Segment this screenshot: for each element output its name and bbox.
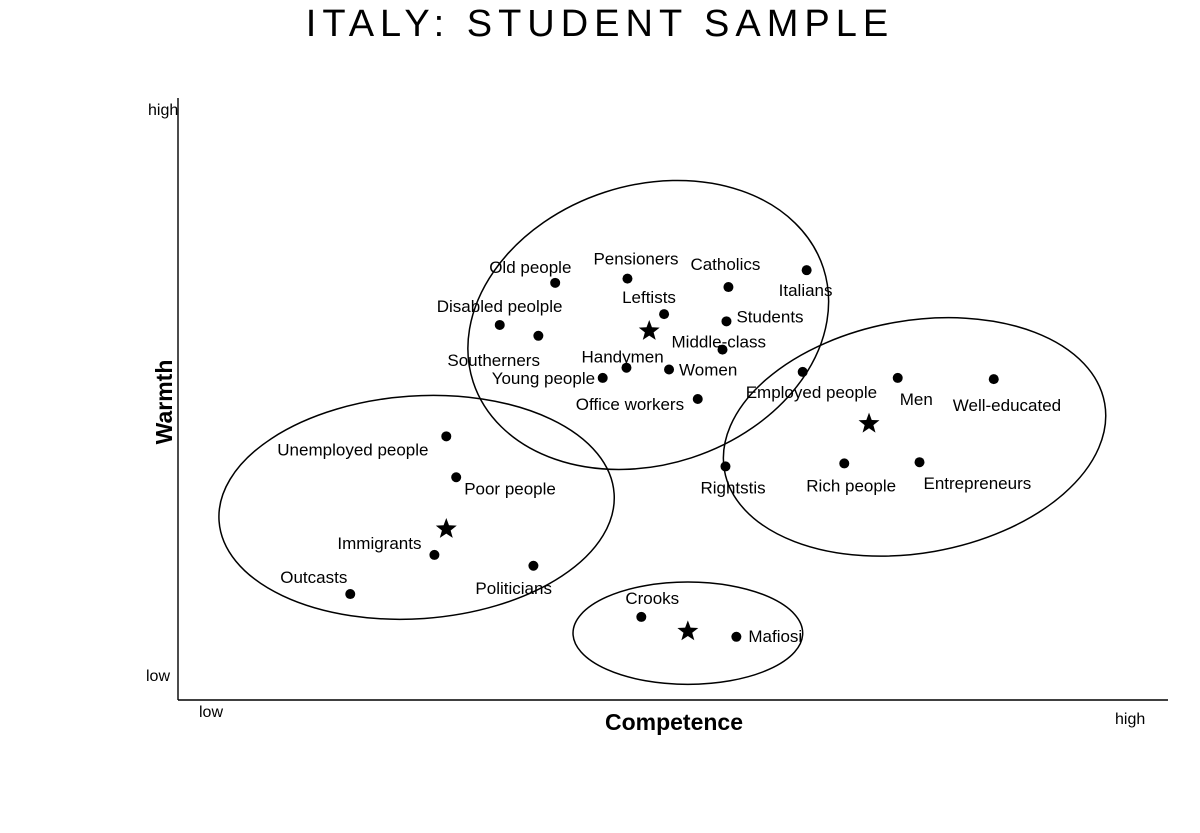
point-label: Students xyxy=(736,307,803,326)
x-tick-low: low xyxy=(199,704,223,721)
centroid-star-icon xyxy=(638,319,660,340)
data-point xyxy=(550,277,561,288)
point-label: Politicians xyxy=(475,579,552,598)
point-label: Women xyxy=(679,361,737,380)
data-point xyxy=(345,589,356,600)
point-label: Office workers xyxy=(576,395,684,414)
point-label: Old people xyxy=(489,258,571,277)
data-point xyxy=(622,273,633,284)
cluster-ellipse-4 xyxy=(572,581,804,686)
point-label: Mafiosi xyxy=(748,627,802,646)
y-tick-high: high xyxy=(148,102,178,119)
centroid-star-icon xyxy=(677,620,699,641)
point-label: Handymen xyxy=(581,348,663,367)
data-point xyxy=(717,344,728,355)
data-point xyxy=(597,372,608,383)
point-label: Leftists xyxy=(622,288,676,307)
point-label: Pensioners xyxy=(593,250,678,269)
data-point xyxy=(723,282,734,293)
data-point xyxy=(429,549,440,560)
point-label: Disabled peolple xyxy=(437,297,563,316)
y-tick-low: low xyxy=(146,668,170,685)
point-label: Middle-class xyxy=(672,333,766,352)
cluster-ellipse-2 xyxy=(722,316,1107,557)
point-label: Entrepreneurs xyxy=(924,474,1032,493)
point-label: Outcasts xyxy=(280,568,347,587)
data-point xyxy=(692,394,703,404)
centroid-star-icon xyxy=(435,518,457,538)
point-label: Employed people xyxy=(746,383,877,402)
point-label: Rightstis xyxy=(700,478,765,497)
data-point xyxy=(451,472,462,483)
point-label: Unemployed people xyxy=(277,440,428,459)
data-point xyxy=(494,319,505,330)
chart-title: ITALY: STUDENT SAMPLE xyxy=(305,3,895,45)
data-point xyxy=(533,330,544,341)
point-labels: Old people Pensioners Catholics Italians Dis… xyxy=(277,250,1061,646)
point-label: Southerners xyxy=(447,351,540,370)
data-point xyxy=(659,309,670,320)
point-label: Young people xyxy=(492,369,595,388)
centroid-star-icon xyxy=(858,412,880,433)
data-point xyxy=(914,457,925,468)
point-label: Well-educated xyxy=(953,396,1061,415)
point-label: Italians xyxy=(779,281,833,300)
x-axis-title: Competence xyxy=(605,709,743,735)
data-point xyxy=(721,316,732,327)
point-label: Immigrants xyxy=(337,534,421,553)
data-point xyxy=(731,631,742,642)
point-label: Catholics xyxy=(690,255,760,274)
cluster-ellipse-3 xyxy=(218,394,616,621)
data-point xyxy=(988,374,999,385)
point-label: Crooks xyxy=(625,589,679,608)
data-point xyxy=(621,362,632,373)
data-points xyxy=(345,265,999,642)
point-label: Rich people xyxy=(806,476,896,495)
data-point xyxy=(892,372,903,383)
y-axis-title: Warmth xyxy=(151,360,177,445)
data-point xyxy=(797,366,808,377)
cluster-centroids xyxy=(435,319,880,641)
data-point xyxy=(664,364,675,375)
data-point xyxy=(441,431,452,442)
cluster-ellipse-1 xyxy=(467,179,830,471)
point-label: Men xyxy=(900,390,933,409)
data-point xyxy=(720,461,731,472)
data-point xyxy=(839,458,850,469)
data-point xyxy=(801,265,812,276)
data-point xyxy=(528,560,539,571)
x-tick-high: high xyxy=(1115,711,1145,728)
point-label: Poor people xyxy=(464,479,556,498)
data-point xyxy=(636,611,647,622)
